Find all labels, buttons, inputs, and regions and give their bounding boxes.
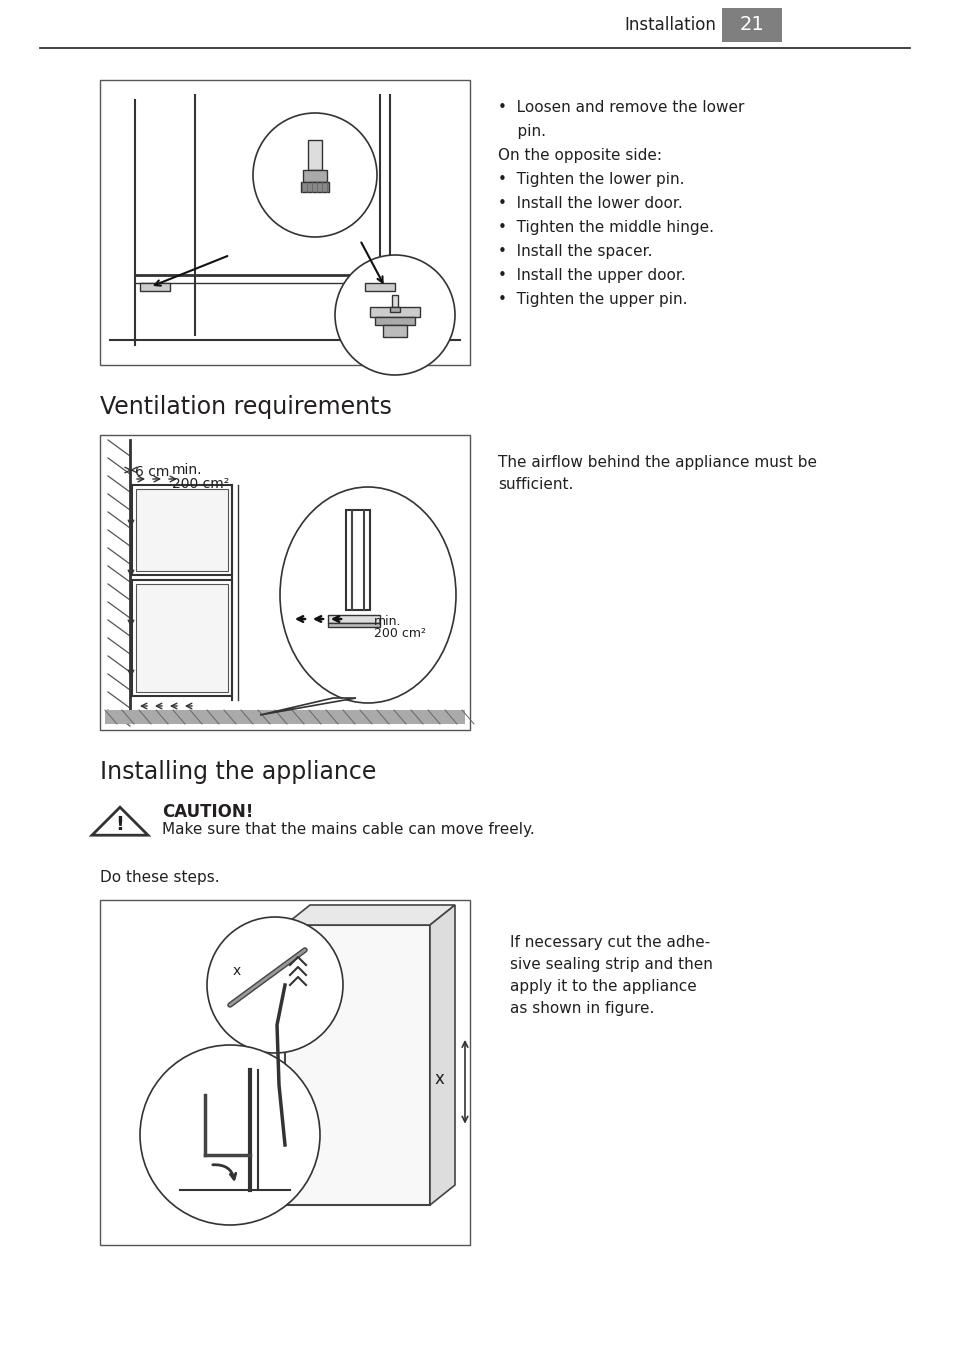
Text: •  Install the upper door.: • Install the upper door. — [497, 268, 685, 283]
Bar — [100, 80, 470, 365]
Bar — [392, 295, 397, 307]
Text: Installing the appliance: Installing the appliance — [100, 760, 376, 784]
Bar — [375, 316, 415, 324]
Text: !: ! — [115, 814, 124, 833]
Bar — [328, 623, 379, 627]
Text: min.: min. — [374, 615, 401, 627]
Text: Installation: Installation — [623, 16, 716, 34]
Circle shape — [335, 256, 455, 375]
Circle shape — [253, 114, 376, 237]
Bar — [136, 489, 228, 572]
Bar — [140, 283, 170, 291]
Text: 6 cm: 6 cm — [135, 465, 170, 479]
Polygon shape — [285, 904, 455, 925]
Circle shape — [207, 917, 343, 1053]
Text: x: x — [233, 964, 241, 977]
Polygon shape — [260, 698, 355, 715]
Text: If necessary cut the adhe-: If necessary cut the adhe- — [510, 936, 709, 950]
Bar — [285, 925, 430, 1205]
Bar — [308, 141, 322, 170]
Bar — [382, 324, 407, 337]
Text: apply it to the appliance: apply it to the appliance — [510, 979, 696, 994]
Text: •  Tighten the upper pin.: • Tighten the upper pin. — [497, 292, 687, 307]
Text: •  Tighten the lower pin.: • Tighten the lower pin. — [497, 172, 684, 187]
Bar — [721, 8, 781, 42]
Bar — [100, 435, 470, 730]
Text: 200 cm²: 200 cm² — [172, 477, 229, 491]
Text: x: x — [435, 1069, 444, 1088]
Text: •  Install the spacer.: • Install the spacer. — [497, 243, 652, 260]
Bar — [303, 170, 327, 183]
Bar — [136, 584, 228, 692]
Bar — [365, 283, 395, 291]
Text: •  Loosen and remove the lower: • Loosen and remove the lower — [497, 100, 743, 115]
Text: •  Tighten the middle hinge.: • Tighten the middle hinge. — [497, 220, 713, 235]
Bar — [100, 900, 470, 1245]
Text: min.: min. — [172, 462, 202, 477]
Text: 200 cm²: 200 cm² — [374, 627, 426, 639]
Bar — [346, 510, 370, 610]
Bar — [301, 183, 329, 192]
Bar — [132, 485, 232, 576]
Text: The airflow behind the appliance must be: The airflow behind the appliance must be — [497, 456, 816, 470]
Circle shape — [140, 1045, 319, 1225]
Text: pin.: pin. — [497, 124, 545, 139]
Polygon shape — [430, 904, 455, 1205]
Text: CAUTION!: CAUTION! — [162, 803, 253, 821]
Text: Do these steps.: Do these steps. — [100, 869, 219, 886]
Text: sufficient.: sufficient. — [497, 477, 573, 492]
Ellipse shape — [280, 487, 456, 703]
Bar — [105, 710, 464, 725]
Text: On the opposite side:: On the opposite side: — [497, 147, 661, 164]
Text: as shown in figure.: as shown in figure. — [510, 1000, 654, 1015]
Bar — [390, 307, 399, 312]
Bar — [370, 307, 419, 316]
Text: Make sure that the mains cable can move freely.: Make sure that the mains cable can move … — [162, 822, 535, 837]
Text: sive sealing strip and then: sive sealing strip and then — [510, 957, 712, 972]
Bar — [132, 580, 232, 696]
Text: 21: 21 — [739, 15, 763, 35]
Text: Ventilation requirements: Ventilation requirements — [100, 395, 392, 419]
Bar — [328, 615, 379, 623]
Text: •  Install the lower door.: • Install the lower door. — [497, 196, 682, 211]
